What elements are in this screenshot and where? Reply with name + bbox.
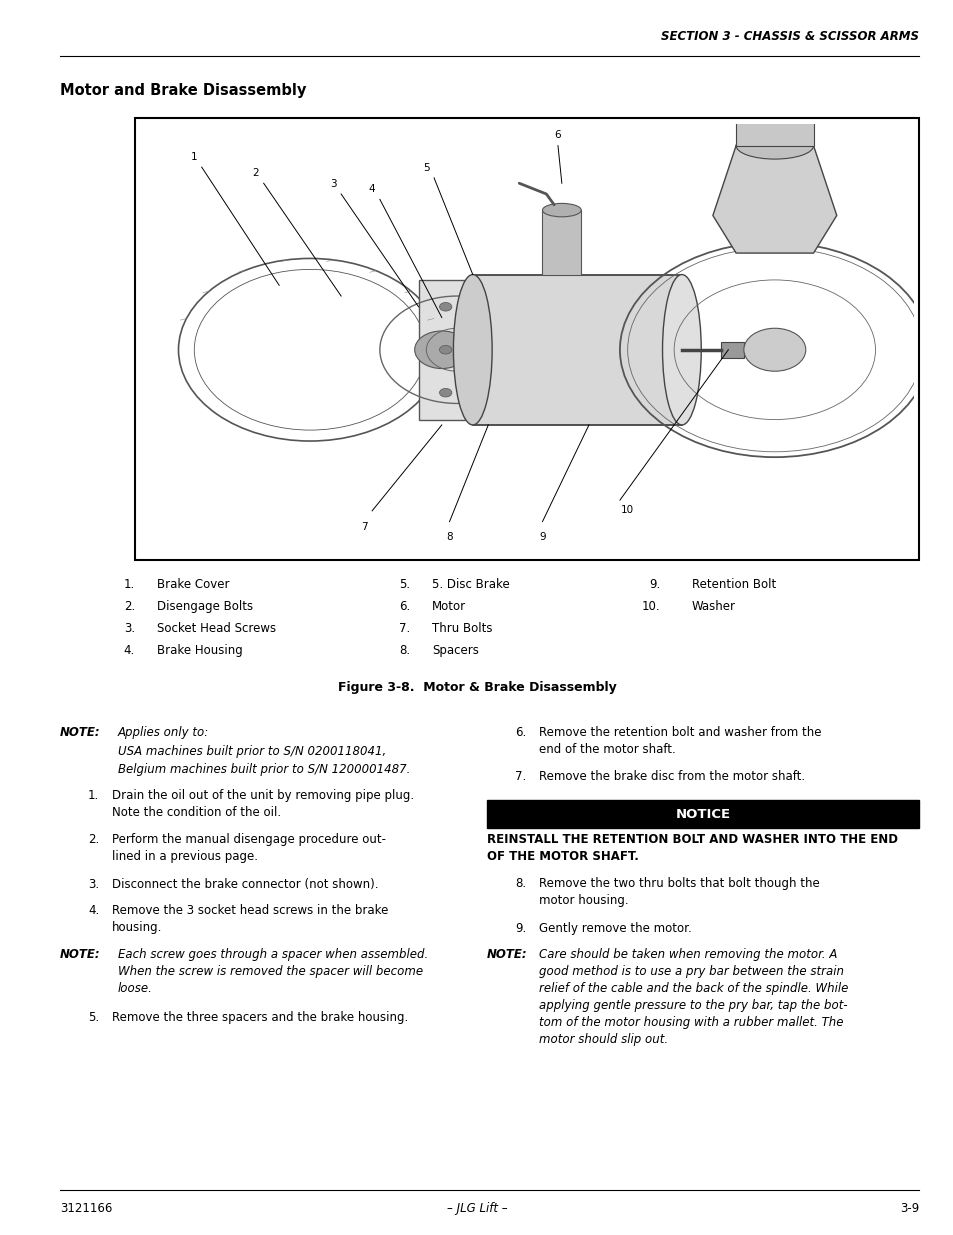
Text: Disengage Bolts: Disengage Bolts (157, 600, 253, 613)
Text: Figure 3-8.  Motor & Brake Disassembly: Figure 3-8. Motor & Brake Disassembly (337, 680, 616, 694)
Text: Washer: Washer (691, 600, 735, 613)
Ellipse shape (736, 132, 813, 159)
Text: 1.: 1. (124, 578, 135, 592)
Text: 3: 3 (330, 179, 336, 189)
Text: 5. Disc Brake: 5. Disc Brake (432, 578, 509, 592)
Text: 2.: 2. (124, 600, 135, 613)
Text: Motor: Motor (432, 600, 466, 613)
Text: 7.: 7. (398, 622, 410, 635)
Bar (542, 210, 580, 274)
Polygon shape (712, 146, 836, 253)
Bar (135, 119, 918, 559)
Text: – JLG Lift –: – JLG Lift – (446, 1202, 507, 1215)
Ellipse shape (542, 204, 580, 217)
Text: 4: 4 (369, 184, 375, 194)
Text: NOTE:: NOTE: (60, 948, 100, 961)
Text: 3.: 3. (88, 878, 99, 890)
Text: Perform the manual disengage procedure out-
lined in a previous page.: Perform the manual disengage procedure o… (112, 834, 386, 863)
Text: Remove the 3 socket head screws in the brake
housing.: Remove the 3 socket head screws in the b… (112, 904, 388, 934)
Text: 8: 8 (446, 532, 453, 542)
Text: 9.: 9. (515, 921, 526, 935)
Text: 10.: 10. (640, 600, 659, 613)
Text: USA machines built prior to S/N 0200118041,: USA machines built prior to S/N 02001180… (118, 745, 386, 757)
Text: 5.: 5. (398, 578, 410, 592)
Text: Remove the three spacers and the brake housing.: Remove the three spacers and the brake h… (112, 1011, 408, 1024)
Text: 9: 9 (538, 532, 545, 542)
Bar (720, 342, 743, 358)
Circle shape (415, 331, 469, 368)
Bar (486, 800, 918, 827)
Text: 5: 5 (422, 163, 429, 173)
Bar (473, 274, 681, 425)
Text: 1.: 1. (88, 789, 99, 802)
Ellipse shape (453, 274, 492, 425)
Text: NOTE:: NOTE: (486, 947, 527, 961)
Text: Brake Cover: Brake Cover (157, 578, 230, 592)
Text: 3121166: 3121166 (60, 1202, 112, 1215)
Text: Motor and Brake Disassembly: Motor and Brake Disassembly (60, 83, 306, 98)
Ellipse shape (661, 274, 700, 425)
Text: Remove the retention bolt and washer from the
end of the motor shaft.: Remove the retention bolt and washer fro… (538, 726, 821, 756)
Text: 9.: 9. (648, 578, 659, 592)
Text: 8.: 8. (515, 877, 525, 890)
Text: Brake Housing: Brake Housing (157, 643, 242, 657)
Text: Belgium machines built prior to S/N 1200001487.: Belgium machines built prior to S/N 1200… (118, 763, 410, 776)
Text: 3-9: 3-9 (899, 1202, 918, 1215)
Text: 10: 10 (620, 505, 634, 515)
Text: 6.: 6. (398, 600, 410, 613)
Text: Drain the oil out of the unit by removing pipe plug.
Note the condition of the o: Drain the oil out of the unit by removin… (112, 789, 414, 819)
Text: 1: 1 (191, 152, 197, 162)
Circle shape (439, 346, 452, 354)
Text: 6.: 6. (515, 726, 526, 739)
Text: Care should be taken when removing the motor. A
good method is to use a pry bar : Care should be taken when removing the m… (538, 947, 847, 1046)
Circle shape (439, 303, 452, 311)
Text: Gently remove the motor.: Gently remove the motor. (538, 921, 691, 935)
Text: Remove the brake disc from the motor shaft.: Remove the brake disc from the motor sha… (538, 771, 804, 783)
Text: 8.: 8. (398, 643, 410, 657)
Bar (736, 119, 813, 146)
Text: Thru Bolts: Thru Bolts (432, 622, 492, 635)
Text: Remove the two thru bolts that bolt though the
motor housing.: Remove the two thru bolts that bolt thou… (538, 877, 819, 908)
Text: 5.: 5. (88, 1011, 99, 1024)
Text: REINSTALL THE RETENTION BOLT AND WASHER INTO THE END
OF THE MOTOR SHAFT.: REINSTALL THE RETENTION BOLT AND WASHER … (486, 832, 897, 863)
Text: 7: 7 (360, 521, 367, 531)
Circle shape (439, 389, 452, 396)
Text: SECTION 3 - CHASSIS & SCISSOR ARMS: SECTION 3 - CHASSIS & SCISSOR ARMS (660, 30, 918, 43)
Text: 2: 2 (253, 168, 259, 178)
Text: Disconnect the brake connector (not shown).: Disconnect the brake connector (not show… (112, 878, 378, 890)
Text: 6: 6 (554, 130, 560, 141)
Circle shape (743, 329, 805, 372)
Text: Retention Bolt: Retention Bolt (691, 578, 776, 592)
Text: NOTICE: NOTICE (675, 808, 730, 820)
Text: Socket Head Screws: Socket Head Screws (157, 622, 275, 635)
Text: 4.: 4. (88, 904, 99, 916)
Text: Each screw goes through a spacer when assembled.
When the screw is removed the s: Each screw goes through a spacer when as… (118, 948, 428, 995)
Text: 4.: 4. (124, 643, 135, 657)
Text: 2.: 2. (88, 834, 99, 846)
Text: Applies only to:: Applies only to: (118, 726, 209, 739)
Bar (418, 280, 464, 420)
Text: 7.: 7. (515, 771, 526, 783)
Text: Spacers: Spacers (432, 643, 478, 657)
Text: 3.: 3. (124, 622, 135, 635)
Text: NOTE:: NOTE: (60, 726, 100, 739)
